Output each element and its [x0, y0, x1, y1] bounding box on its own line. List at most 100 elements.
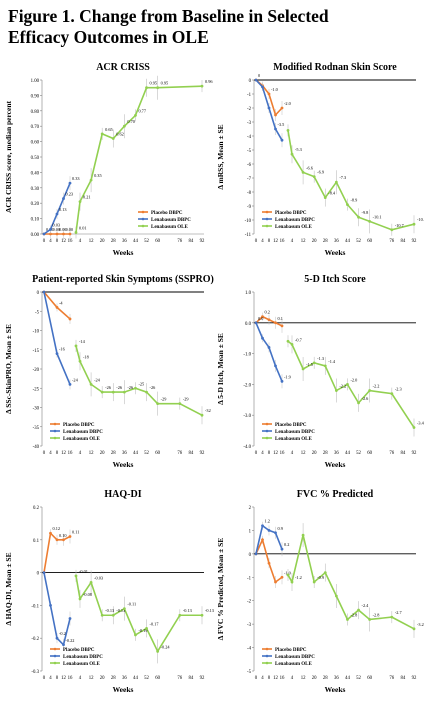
data-point: [156, 86, 160, 90]
data-label: -0.9: [317, 575, 324, 580]
y-tick-label: 0.90: [31, 94, 40, 99]
data-point: [145, 390, 148, 394]
y-tick-label: 0.70: [31, 125, 40, 130]
data-label: -16: [59, 347, 66, 352]
data-point: [62, 232, 65, 236]
x-tick-label: 16: [280, 676, 285, 681]
x-tick-label: 84: [189, 239, 194, 244]
y-tick-label: -4.0: [243, 445, 251, 450]
x-tick-label: 36: [122, 239, 127, 244]
data-point: [274, 321, 277, 325]
x-tick-label: 12: [61, 451, 66, 456]
data-label: -8.9: [350, 198, 357, 203]
data-label: -3.5: [278, 122, 285, 127]
x-tick-label: 12: [61, 676, 66, 681]
legend-label: Lenabasum DBPC: [275, 655, 315, 660]
x-tick-label: 0: [43, 239, 46, 244]
data-label: 0.00: [66, 227, 74, 232]
data-label: -0.19: [138, 628, 147, 633]
y-axis-title: Δ 5-D Itch, Mean ± SE: [216, 333, 225, 405]
x-tick-label: 84: [401, 676, 406, 681]
data-point: [49, 531, 52, 535]
data-point: [62, 197, 65, 200]
y-tick-label: -0.1: [31, 604, 39, 609]
y-tick-label: -3.0: [243, 414, 251, 419]
data-point: [280, 138, 284, 142]
y-axis-title: Δ mRSS, Mean ± SE: [216, 124, 225, 189]
data-label: 0.11: [72, 530, 79, 535]
data-point: [412, 627, 416, 631]
data-point: [261, 524, 264, 528]
data-point: [346, 618, 349, 621]
data-point: [357, 608, 360, 612]
x-axis-title: Weeks: [325, 685, 346, 694]
x-tick-label: 0: [255, 451, 258, 456]
y-tick-label: 0: [37, 291, 40, 296]
data-point: [49, 232, 52, 236]
legend-marker: [141, 224, 145, 228]
series-dbpc: 1.2 0.9 0.2: [254, 519, 289, 557]
legend-label: Lenabasum DBPC: [63, 655, 103, 660]
data-label: 0: [258, 73, 260, 78]
legend-label: Lenabasum DBPC: [275, 218, 315, 223]
chart-title: HAQ-DI: [104, 489, 141, 500]
x-tick-label: 4: [261, 676, 264, 681]
data-label: -29: [183, 397, 189, 402]
x-tick-label: 92: [412, 239, 417, 244]
data-label: -6.9: [317, 170, 324, 175]
data-point: [122, 607, 126, 611]
y-tick-label: -4: [247, 135, 252, 140]
x-tick-label: 44: [133, 451, 138, 456]
series-ole: -5.3 -6.6-6.9 -8.4 -7.3 -8.9 -9.8 -10.1 -10.7 -1…: [286, 124, 424, 236]
data-label: -1.3: [317, 356, 324, 361]
data-label: -3.4: [417, 421, 424, 426]
data-label: -4: [59, 300, 63, 305]
series-dbpc: 0.03 0.13 0.23 0.33: [42, 176, 80, 236]
x-tick-label: 28: [111, 676, 116, 681]
data-label: -3.2: [417, 622, 424, 627]
data-point: [334, 180, 338, 184]
chart-title: 5-D Itch Score: [304, 274, 366, 285]
data-label: -1.4: [328, 359, 336, 364]
data-label: -0.03: [94, 575, 103, 580]
data-point: [412, 426, 416, 429]
y-tick-label: 2: [249, 506, 252, 511]
x-tick-label: 12: [89, 676, 94, 681]
series-dbpc: 0 -3.5: [254, 73, 285, 148]
x-tick-label: 52: [144, 676, 149, 681]
data-point: [254, 78, 258, 82]
figure-title: Figure 1. Change from Baseline in Select…: [8, 6, 418, 48]
y-tick-label: -3: [247, 623, 252, 628]
x-tick-label: 84: [189, 676, 194, 681]
data-point: [390, 392, 394, 396]
data-point: [254, 552, 258, 556]
y-tick-label: 0.20: [31, 202, 40, 207]
data-point: [368, 389, 372, 392]
data-label: 0.33: [72, 176, 80, 181]
data-point: [267, 561, 271, 565]
y-tick-label: 0.00: [31, 233, 40, 238]
data-label: -0.13: [205, 608, 214, 613]
data-point: [55, 636, 59, 640]
data-point: [267, 92, 271, 96]
data-label: 0.23: [66, 192, 74, 197]
y-tick-label: -20: [33, 368, 40, 373]
data-point: [111, 137, 115, 140]
x-tick-label: 60: [155, 676, 160, 681]
data-point: [312, 361, 316, 365]
series-dbpc: -16 -24: [42, 290, 79, 390]
data-point: [290, 342, 294, 346]
x-tick-label: 16: [68, 676, 73, 681]
legend-label: Lenabasum DBPC: [151, 218, 191, 223]
y-tick-label: 0: [249, 553, 252, 558]
data-label: -0.2: [59, 631, 66, 636]
x-tick-label: 60: [367, 239, 372, 244]
x-tick-label: 76: [389, 239, 394, 244]
series-ole: -0.01-0.08-0.03-0.13 -0.13-0.11-0.19-0.17…: [74, 569, 214, 664]
data-label: 0.65: [105, 127, 113, 132]
x-tick-label: 8: [56, 239, 59, 244]
data-point: [55, 306, 59, 309]
data-label: -0.13: [183, 608, 192, 613]
x-tick-label: 44: [345, 676, 350, 681]
